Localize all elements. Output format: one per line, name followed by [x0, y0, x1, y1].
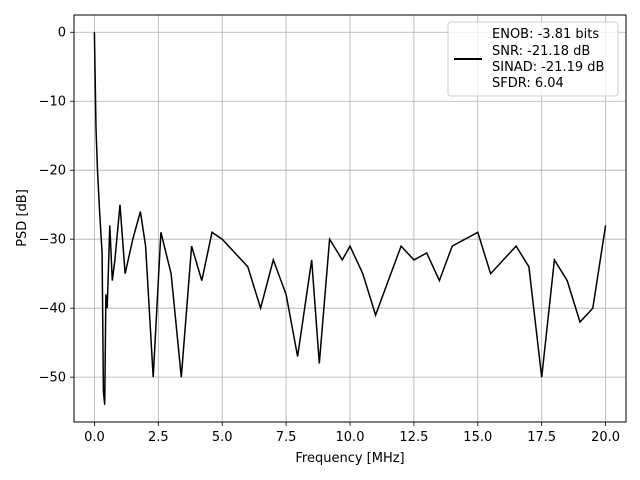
x-tick-label: 0.0: [84, 430, 105, 445]
psd-series-line: [93, 32, 607, 405]
y-axis-label: PSD [dB]: [15, 189, 30, 247]
x-tick-label: 10.0: [336, 430, 365, 445]
legend-sfdr: SFDR: 6.04: [492, 76, 564, 91]
x-tick-label: 5.0: [212, 430, 233, 445]
legend-enob: ENOB: -3.81 bits: [492, 27, 599, 42]
legend-sinad: SINAD: -21.19 dB: [492, 60, 604, 75]
x-tick-label: 7.5: [276, 430, 297, 445]
legend-snr: SNR: -21.18 dB: [492, 44, 590, 59]
ticks: 0.0 2.5 5.0 7.5 10.0 12.5 15.0 17.5 20.0 0 −10 −20 −…: [39, 26, 620, 445]
x-tick-label: 12.5: [399, 430, 428, 445]
legend: ENOB: -3.81 bits SNR: -21.18 dB SINAD: -…: [447, 21, 619, 97]
x-tick-label: 17.5: [527, 430, 556, 445]
data-layer: [93, 32, 607, 405]
y-tick-label: −10: [39, 95, 66, 110]
y-tick-label: −40: [39, 302, 66, 317]
x-tick-label: 2.5: [148, 430, 169, 445]
legend-box: [447, 21, 619, 97]
y-tick-label: −20: [39, 164, 66, 179]
y-tick-label: 0: [58, 26, 66, 41]
x-axis-label: Frequency [MHz]: [295, 451, 404, 466]
y-tick-label: −30: [39, 233, 66, 248]
y-tick-label: −50: [39, 371, 66, 386]
x-tick-label: 20.0: [591, 430, 620, 445]
x-tick-label: 15.0: [463, 430, 492, 445]
